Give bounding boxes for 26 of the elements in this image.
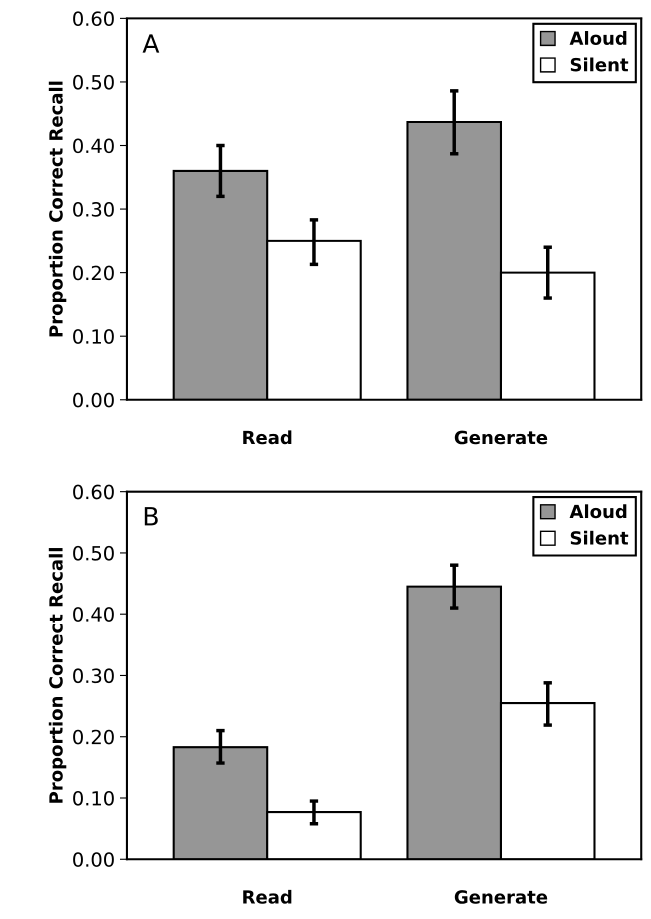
annotation: B: [144, 507, 158, 526]
y-axis-title: Proportion Correct Recall: [48, 548, 66, 803]
y-tick-label: 0.40: [73, 607, 114, 622]
x-tick-label: Generate: [454, 430, 548, 444]
x-tick-label: Generate: [454, 890, 548, 904]
x-tick-label: Read: [243, 430, 292, 444]
legend-label: Aloud: [570, 504, 626, 518]
y-tick-label: 0.30: [73, 668, 114, 684]
y-tick-label: 0.00: [73, 392, 114, 408]
y-axis-title: Proportion Correct Recall: [48, 82, 66, 336]
y-tick-label: 0.20: [73, 266, 114, 280]
annotation: A: [142, 34, 160, 53]
y-tick-label: 0.60: [73, 11, 114, 26]
y-tick-label: 0.10: [73, 790, 114, 806]
y-tick-label: 0.30: [73, 202, 114, 217]
legend-label: Silent: [570, 530, 628, 545]
legend-label: Aloud: [570, 31, 626, 45]
y-tick-label: 0.50: [73, 74, 114, 90]
y-tick-label: 0.60: [73, 484, 114, 500]
y-tick-label: 0.00: [73, 852, 114, 867]
y-tick-label: 0.50: [73, 546, 114, 561]
y-tick-label: 0.20: [73, 730, 114, 744]
y-tick-label: 0.40: [73, 138, 114, 154]
x-tick-label: Read: [243, 890, 292, 904]
legend-label: Silent: [570, 58, 628, 72]
y-tick-label: 0.10: [73, 329, 114, 344]
